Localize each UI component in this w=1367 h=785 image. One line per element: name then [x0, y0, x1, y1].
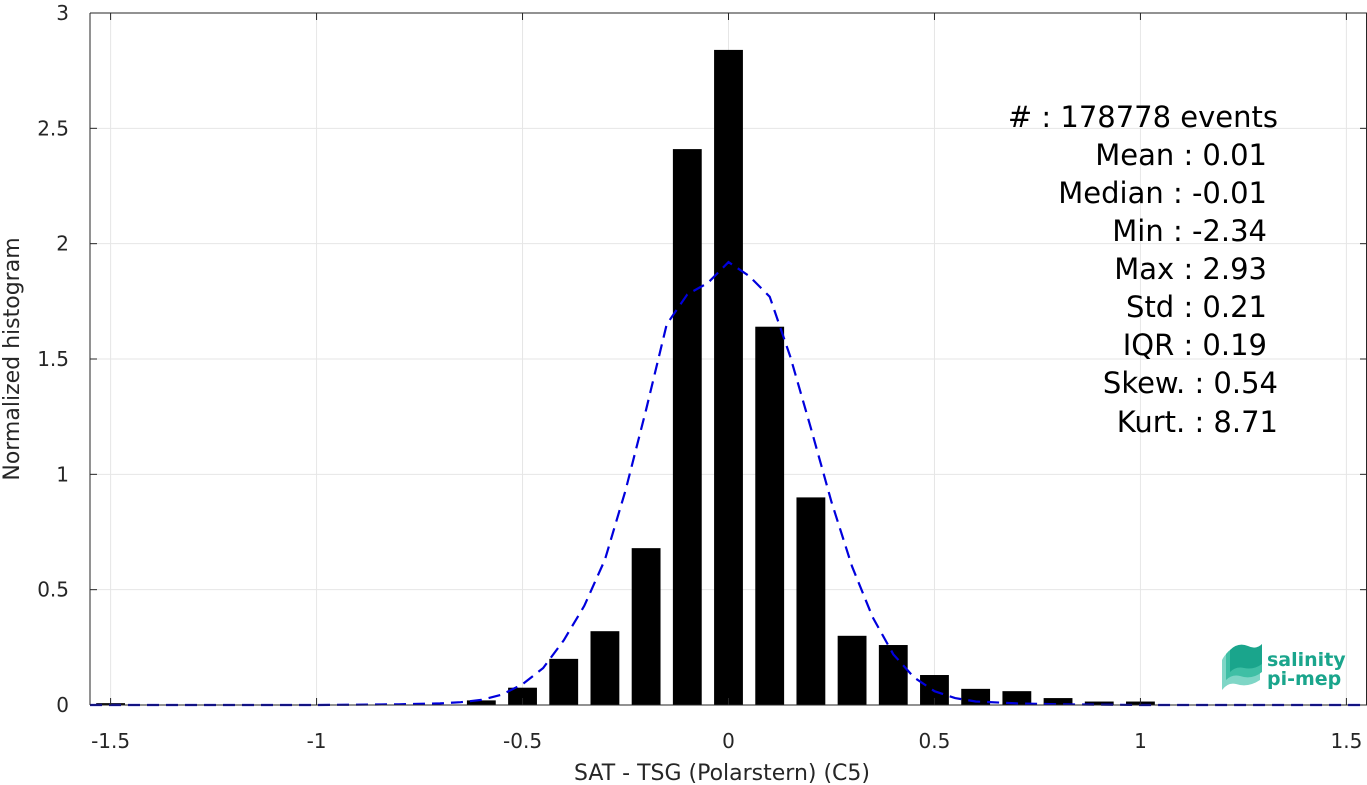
- y-tick-label: 2: [56, 232, 69, 256]
- stats-mean-value: : 0.01: [1183, 138, 1267, 172]
- stats-std: Std : 0.21: [1126, 290, 1267, 324]
- histogram-bar: [837, 635, 867, 705]
- wave-logo-icon: [1222, 644, 1262, 690]
- logo-text-salinity: salinity: [1267, 649, 1346, 671]
- y-tick-label: 0: [56, 693, 69, 717]
- statistics-annotation: # : 178778 events Mean : 0.01 Median : -…: [1008, 100, 1278, 439]
- stats-median: Median : -0.01: [1058, 176, 1267, 210]
- logo-text-pi-mep: pi-mep: [1267, 668, 1341, 690]
- x-tick-label: 1: [1134, 729, 1147, 753]
- y-tick-label: 1: [56, 462, 69, 486]
- stats-min: Min : -2.34: [1112, 214, 1267, 248]
- stats-skew: Skew. : 0.54: [1103, 366, 1278, 400]
- stats-count-label: #: [1008, 100, 1032, 134]
- stats-iqr-value: : 0.19: [1183, 328, 1267, 362]
- stats-std-value: : 0.21: [1183, 290, 1267, 324]
- histogram-bar: [1002, 691, 1032, 705]
- stats-max: Max : 2.93: [1114, 252, 1267, 286]
- stats-median-label: Median: [1058, 176, 1163, 210]
- fit-curve: [90, 260, 1367, 707]
- stats-min-value: : -2.34: [1173, 214, 1267, 248]
- histogram-bar: [508, 687, 537, 705]
- stats-iqr: IQR : 0.19: [1123, 328, 1267, 362]
- stats-kurt: Kurt. : 8.71: [1117, 405, 1278, 439]
- x-axis-label: SAT - TSG (Polarstern) (C5): [574, 761, 870, 785]
- x-tick-labels: -1.5 -1 -0.5 0 0.5 1 1.5: [91, 729, 1362, 753]
- x-tick-label: -1: [307, 729, 327, 753]
- histogram-bar: [549, 658, 579, 705]
- stats-mean: Mean : 0.01: [1095, 138, 1267, 172]
- x-tick-label: -1.5: [91, 729, 130, 753]
- stats-std-label: Std: [1126, 290, 1174, 324]
- fit-curve-group: [90, 260, 1367, 707]
- histogram-bar: [1084, 701, 1114, 705]
- y-tick-label: 3: [56, 1, 69, 25]
- salinity-pi-mep-logo: salinity pi-mep: [1222, 644, 1346, 690]
- stats-kurt-label: Kurt.: [1117, 405, 1185, 439]
- histogram-bars: [96, 49, 1155, 706]
- stats-count-value: : 178778 events: [1041, 100, 1278, 134]
- stats-skew-value: : 0.54: [1194, 366, 1278, 400]
- histogram-bar: [672, 149, 702, 706]
- x-tick-label: -0.5: [503, 729, 542, 753]
- histogram-bar: [796, 497, 826, 705]
- histogram-bar: [755, 326, 785, 705]
- stats-max-value: : 2.93: [1183, 252, 1267, 286]
- x-tick-label: 1.5: [1330, 729, 1362, 753]
- stats-mean-label: Mean: [1095, 138, 1174, 172]
- y-tick-labels: 0 0.5 1 1.5 2 2.5 3: [37, 1, 69, 717]
- y-tick-label: 1.5: [37, 347, 69, 371]
- stats-iqr-label: IQR: [1123, 328, 1175, 362]
- histogram-bar: [714, 49, 743, 705]
- y-tick-label: 2.5: [37, 116, 69, 140]
- stats-median-value: : -0.01: [1173, 176, 1267, 210]
- stats-max-label: Max: [1114, 252, 1174, 286]
- histogram-bar: [631, 548, 661, 705]
- y-tick-label: 0.5: [37, 578, 69, 602]
- stats-min-label: Min: [1112, 214, 1163, 248]
- histogram-bar: [1043, 698, 1073, 705]
- y-axis-label: Normalized histogram: [0, 237, 25, 480]
- x-tick-label: 0: [722, 729, 735, 753]
- histogram-bar: [590, 631, 620, 705]
- x-tick-label: 0.5: [919, 729, 951, 753]
- stats-count: # : 178778 events: [1008, 100, 1278, 134]
- histogram-bar: [466, 700, 496, 705]
- stats-kurt-value: : 8.71: [1194, 405, 1278, 439]
- stats-skew-label: Skew.: [1103, 366, 1185, 400]
